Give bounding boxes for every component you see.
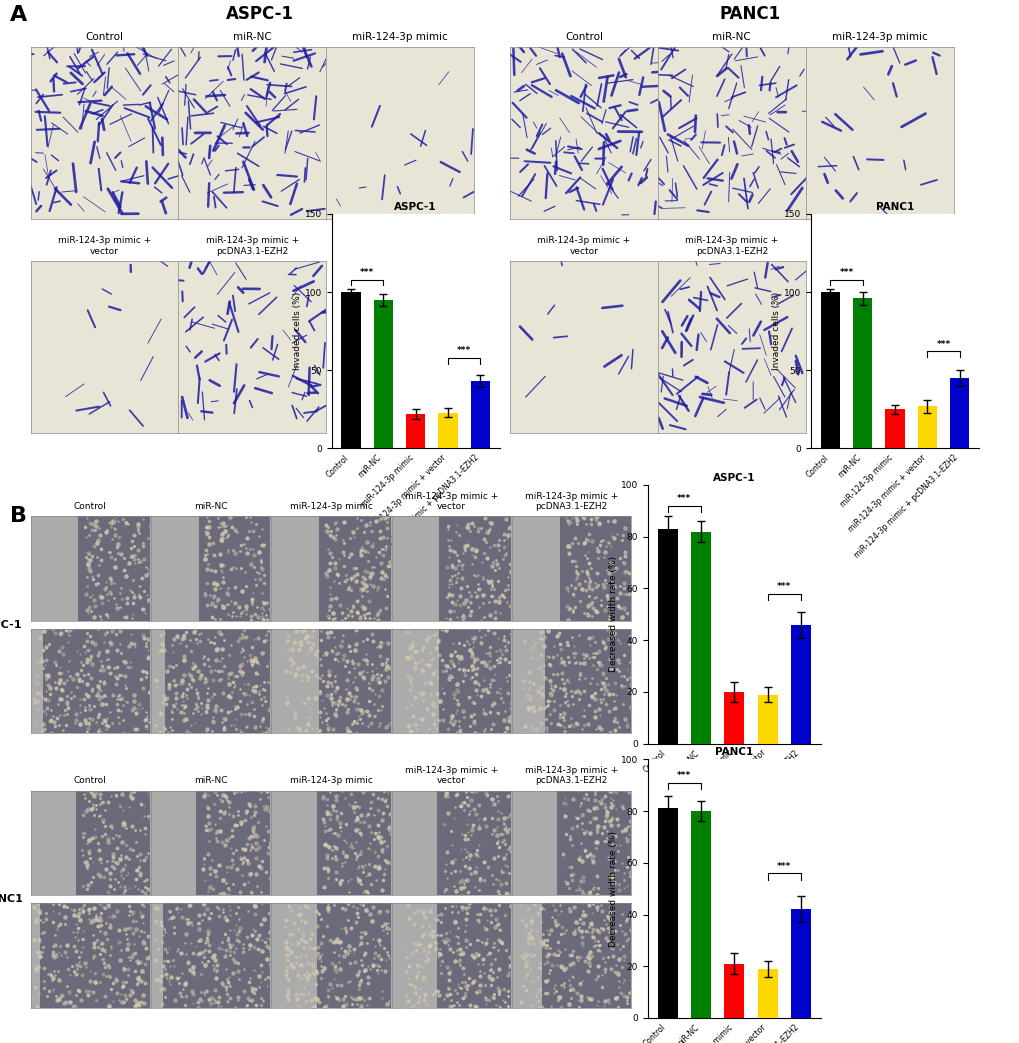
Bar bbox=[852, 298, 871, 448]
Text: miR-124-3p mimic +
vector: miR-124-3p mimic + vector bbox=[537, 236, 630, 256]
Bar bbox=[470, 382, 489, 448]
Title: ASPC-1: ASPC-1 bbox=[394, 201, 436, 212]
Bar bbox=[31, 791, 75, 895]
Bar bbox=[657, 808, 677, 1018]
Text: miR-124-3p mimic: miR-124-3p mimic bbox=[353, 31, 447, 42]
Bar bbox=[512, 629, 545, 733]
Bar bbox=[512, 516, 559, 621]
Bar bbox=[657, 529, 677, 744]
Text: Control: Control bbox=[73, 776, 107, 785]
Bar bbox=[271, 516, 319, 621]
Text: PANC1: PANC1 bbox=[0, 894, 22, 904]
Bar bbox=[512, 791, 556, 895]
Text: A: A bbox=[10, 5, 28, 25]
Bar bbox=[31, 516, 78, 621]
Bar bbox=[757, 695, 777, 744]
Text: miR-124-3p mimic: miR-124-3p mimic bbox=[832, 31, 926, 42]
Text: miR-124-3p mimic +
vector: miR-124-3p mimic + vector bbox=[405, 491, 497, 511]
Title: PANC1: PANC1 bbox=[875, 201, 913, 212]
Text: B: B bbox=[10, 506, 28, 526]
Bar bbox=[691, 811, 710, 1018]
Bar bbox=[271, 791, 316, 895]
Bar bbox=[438, 413, 458, 448]
Bar bbox=[341, 292, 361, 448]
Bar bbox=[791, 625, 810, 744]
Text: ***: *** bbox=[457, 346, 471, 356]
Bar bbox=[791, 909, 810, 1018]
Text: miR-124-3p mimic: miR-124-3p mimic bbox=[289, 776, 372, 785]
Bar bbox=[512, 903, 541, 1008]
Text: ASPC-1: ASPC-1 bbox=[0, 620, 22, 630]
Text: ***: *** bbox=[360, 268, 374, 277]
Text: miR-NC: miR-NC bbox=[233, 31, 271, 42]
Bar bbox=[151, 903, 163, 1008]
Text: miR-124-3p mimic +
pcDNA3.1-EZH2: miR-124-3p mimic + pcDNA3.1-EZH2 bbox=[525, 766, 618, 785]
Text: ***: *** bbox=[839, 268, 853, 277]
Text: Control: Control bbox=[73, 502, 107, 511]
Title: ASPC-1: ASPC-1 bbox=[712, 472, 755, 483]
Y-axis label: Invaded cells (%): Invaded cells (%) bbox=[771, 292, 781, 370]
Text: ***: *** bbox=[776, 862, 791, 871]
Bar bbox=[373, 300, 392, 448]
Text: ASPC-1: ASPC-1 bbox=[226, 5, 293, 23]
Bar bbox=[723, 692, 744, 744]
Bar bbox=[884, 410, 904, 448]
Bar bbox=[151, 791, 196, 895]
Bar bbox=[949, 379, 968, 448]
Text: miR-NC: miR-NC bbox=[712, 31, 750, 42]
Text: ***: *** bbox=[935, 340, 950, 349]
Y-axis label: Invaded cells (%): Invaded cells (%) bbox=[292, 292, 302, 370]
Y-axis label: Decreased width rate (%): Decreased width rate (%) bbox=[608, 556, 618, 673]
Bar bbox=[391, 516, 439, 621]
Bar bbox=[391, 629, 439, 733]
Bar bbox=[917, 407, 936, 448]
Bar bbox=[723, 964, 744, 1018]
Bar bbox=[757, 969, 777, 1018]
Title: PANC1: PANC1 bbox=[714, 747, 753, 757]
Bar bbox=[151, 629, 165, 733]
Bar bbox=[151, 516, 199, 621]
Text: ***: *** bbox=[677, 771, 691, 780]
Text: ***: *** bbox=[776, 582, 791, 591]
Bar bbox=[271, 629, 319, 733]
Text: miR-124-3p mimic +
pcDNA3.1-EZH2: miR-124-3p mimic + pcDNA3.1-EZH2 bbox=[206, 236, 299, 256]
Bar bbox=[391, 903, 436, 1008]
Y-axis label: Decreased width rate (%): Decreased width rate (%) bbox=[608, 830, 618, 947]
Bar bbox=[391, 791, 436, 895]
Bar bbox=[31, 629, 43, 733]
Text: miR-NC: miR-NC bbox=[194, 502, 227, 511]
Text: ***: *** bbox=[677, 494, 691, 503]
Text: miR-124-3p mimic +
pcDNA3.1-EZH2: miR-124-3p mimic + pcDNA3.1-EZH2 bbox=[685, 236, 777, 256]
Text: miR-124-3p mimic +
vector: miR-124-3p mimic + vector bbox=[58, 236, 151, 256]
Bar bbox=[271, 903, 316, 1008]
Bar bbox=[31, 903, 40, 1008]
Bar bbox=[820, 292, 840, 448]
Bar bbox=[691, 532, 710, 744]
Text: miR-124-3p mimic +
pcDNA3.1-EZH2: miR-124-3p mimic + pcDNA3.1-EZH2 bbox=[525, 491, 618, 511]
Text: miR-NC: miR-NC bbox=[194, 776, 227, 785]
Text: Control: Control bbox=[86, 31, 123, 42]
Text: PANC1: PANC1 bbox=[718, 5, 780, 23]
Text: Control: Control bbox=[565, 31, 602, 42]
Text: miR-124-3p mimic: miR-124-3p mimic bbox=[289, 502, 372, 511]
Text: miR-124-3p mimic +
vector: miR-124-3p mimic + vector bbox=[405, 766, 497, 785]
Bar bbox=[406, 414, 425, 448]
